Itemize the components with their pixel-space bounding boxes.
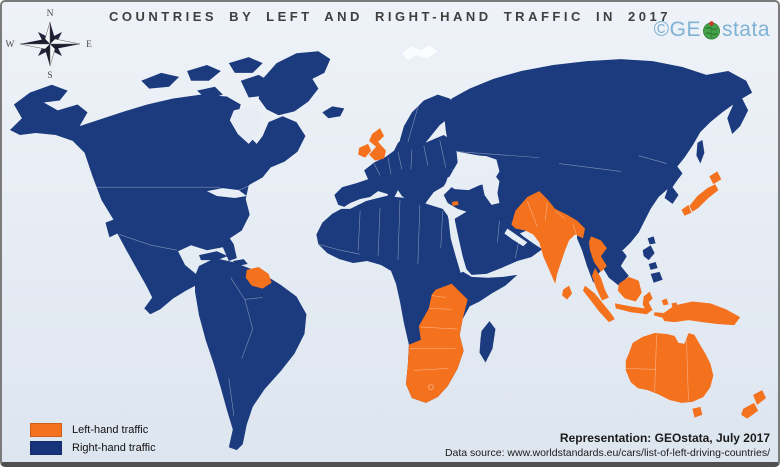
- geostata-logo: ©GE stata: [654, 18, 770, 42]
- compass-south-label: S: [47, 71, 52, 81]
- logo-prefix: ©GE: [653, 18, 701, 41]
- region-arctic-islands: [187, 65, 221, 81]
- region-thailand: [588, 236, 607, 272]
- great-lakes: [206, 188, 247, 199]
- region-arctic-islands: [141, 72, 180, 89]
- region-greenland: [258, 51, 331, 116]
- region-japan: [709, 171, 722, 185]
- legend-label: Right-hand traffic: [72, 442, 156, 454]
- attribution: Representation: GEOstata, July 2017 Data…: [445, 431, 770, 459]
- region-madagascar: [479, 321, 496, 363]
- region-malay-peninsula: [591, 267, 609, 301]
- region-cuba: [198, 251, 228, 261]
- compass-rose: N E S W: [6, 9, 93, 81]
- hudson-bay: [229, 106, 262, 144]
- region-new-zealand: [741, 402, 759, 419]
- region-africa: [316, 196, 518, 403]
- region-philippines: [642, 245, 655, 261]
- lesotho-border: [427, 384, 434, 390]
- region-taiwan: [647, 236, 656, 245]
- compass-east-label: E: [86, 40, 92, 50]
- logo-suffix: stata: [721, 18, 770, 41]
- legend-item-left-hand: Left-hand traffic: [30, 423, 156, 437]
- world-map: [9, 45, 767, 451]
- legend-item-right-hand: Right-hand traffic: [30, 441, 156, 455]
- region-arctic-islands: [228, 57, 263, 73]
- page-title: COUNTRIES BY LEFT AND RIGHT-HAND TRAFFIC…: [109, 9, 671, 24]
- left-hand-swatch: [30, 423, 62, 437]
- region-sumatra: [583, 285, 615, 323]
- region-arabia: [454, 209, 543, 275]
- persian-gulf: [504, 228, 528, 247]
- right-hand-swatch: [30, 441, 62, 455]
- region-svalbard: [401, 45, 438, 61]
- region-tasmania: [692, 406, 703, 418]
- red-sea: [448, 219, 467, 273]
- country-borders: [81, 100, 689, 416]
- region-europe: [334, 134, 458, 218]
- region-borneo: [617, 276, 642, 302]
- region-sri-lanka: [562, 285, 573, 300]
- region-india-subcontinent: [511, 191, 585, 284]
- region-south-america: [195, 258, 307, 451]
- region-north-america: [9, 84, 306, 315]
- region-java: [614, 303, 651, 315]
- region-united-kingdom: [369, 128, 387, 161]
- region-moluccas: [661, 298, 669, 306]
- data-source-credit: Data source: www.worldstandards.eu/cars/…: [444, 447, 770, 459]
- region-philippines: [650, 271, 663, 283]
- region-scandinavia: [399, 94, 458, 156]
- region-new-zealand: [753, 390, 767, 405]
- region-philippines: [648, 262, 658, 270]
- region-cyprus: [451, 200, 459, 206]
- region-guyana-suriname: [245, 266, 272, 289]
- representation-credit: Representation: GEOstata, July 2017: [559, 431, 770, 445]
- region-iceland: [322, 106, 345, 119]
- globe-icon: [702, 20, 721, 40]
- legend-label: Left-hand traffic: [72, 424, 149, 436]
- region-japan: [689, 184, 719, 212]
- black-sea: [445, 173, 480, 191]
- compass-west-label: W: [6, 40, 15, 50]
- caspian-sea: [481, 173, 500, 205]
- region-east-southern-africa: [405, 283, 468, 403]
- region-new-guinea: [660, 301, 741, 326]
- legend: Left-hand traffic Right-hand traffic: [30, 423, 156, 459]
- region-australia: [625, 332, 714, 403]
- region-arctic-islands: [196, 86, 223, 100]
- region-japan: [681, 204, 692, 216]
- region-sakhalin: [696, 139, 705, 164]
- compass-north-label: N: [47, 9, 54, 19]
- region-sulawesi: [642, 291, 653, 313]
- region-ireland: [358, 143, 372, 158]
